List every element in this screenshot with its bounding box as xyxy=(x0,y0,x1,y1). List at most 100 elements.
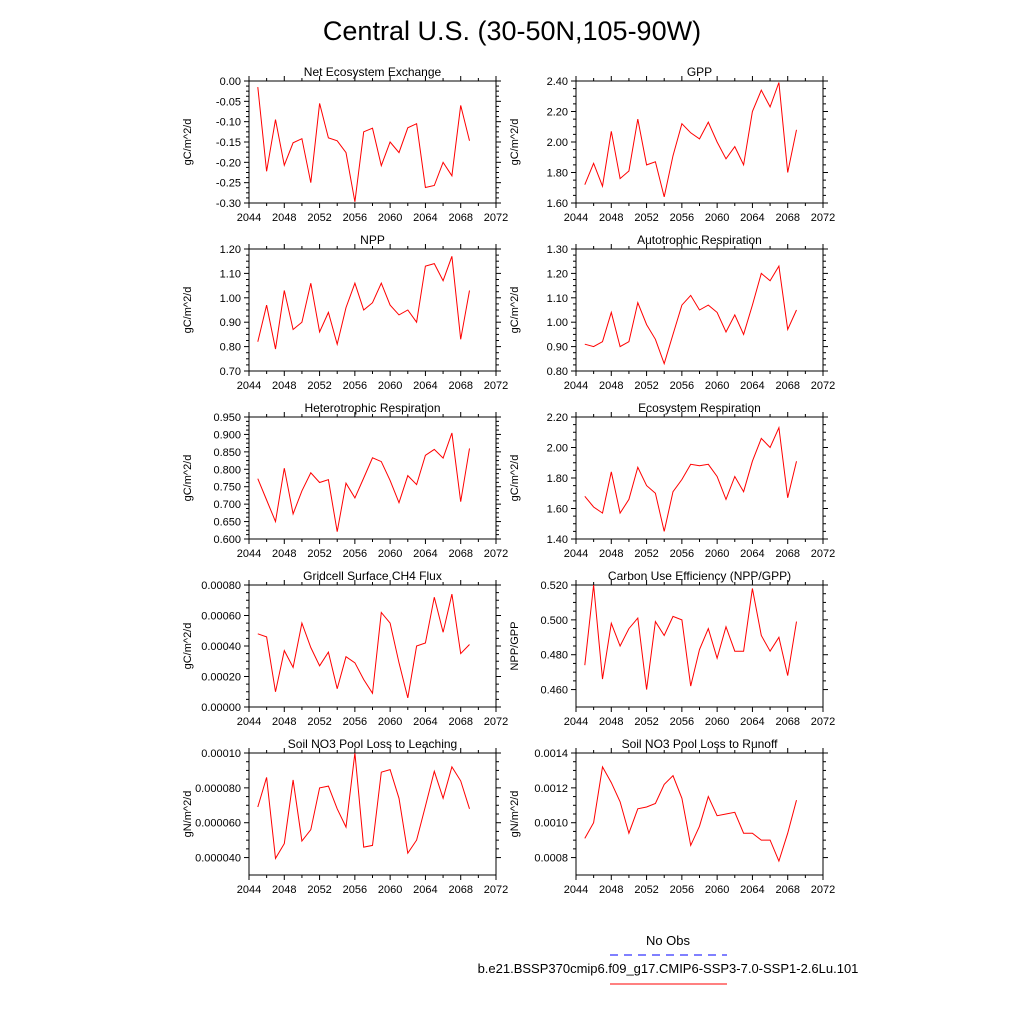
y-tick-label: 1.10 xyxy=(547,293,568,305)
chart-panel: Soil NO3 Pool Loss to Runoff 2044 2048 2052… xyxy=(509,737,835,896)
y-axis-label: gC/m^2/d xyxy=(509,455,521,502)
y-tick-label: 0.460 xyxy=(540,685,568,697)
legend: No Obs b.e21.BSSP370cmip6.f09_g17.CMIP6-… xyxy=(478,933,859,985)
x-tick-label: 2064 xyxy=(413,548,437,560)
x-tick-label: 2056 xyxy=(343,212,367,224)
x-tick-label: 2060 xyxy=(378,716,402,728)
y-tick-label: 2.00 xyxy=(547,443,568,455)
y-tick-label: 0.700 xyxy=(213,499,241,511)
plot-frame xyxy=(575,584,824,708)
y-tick-label: 1.10 xyxy=(220,268,241,280)
x-tick-label: 2048 xyxy=(272,380,296,392)
x-tick-label: 2064 xyxy=(413,212,437,224)
y-tick-label: 0.850 xyxy=(213,447,241,459)
x-tick-label: 2056 xyxy=(670,212,694,224)
y-tick-label: 0.00020 xyxy=(201,672,241,684)
y-tick-label: 1.80 xyxy=(547,473,568,485)
x-tick-label: 2048 xyxy=(272,716,296,728)
y-axis-label: gC/m^2/d xyxy=(509,119,521,166)
chart-panel: NPP 2044 2048 2052 2056 2060 2064 2068 2072 1.20 1… xyxy=(182,233,508,392)
y-tick-label: 2.20 xyxy=(547,107,568,119)
x-tick-label: 2048 xyxy=(272,548,296,560)
x-tick-label: 2068 xyxy=(448,716,472,728)
y-tick-label: -0.20 xyxy=(216,157,241,169)
y-tick-label: 1.00 xyxy=(547,317,568,329)
x-tick-label: 2072 xyxy=(811,212,835,224)
chart-panels: Net Ecosystem Exchange 2044 2048 2052 2056 20… xyxy=(182,65,835,896)
y-tick-label: 1.30 xyxy=(547,244,568,256)
y-tick-label: 0.00040 xyxy=(201,641,241,653)
x-tick-label: 2068 xyxy=(775,884,799,896)
x-tick-label: 2044 xyxy=(237,716,261,728)
y-tick-label: 0.800 xyxy=(213,464,241,476)
series-line xyxy=(584,584,797,690)
x-tick-label: 2068 xyxy=(448,884,472,896)
x-tick-label: 2064 xyxy=(740,884,764,896)
y-tick-label: 0.750 xyxy=(213,482,241,494)
y-tick-label: 1.60 xyxy=(547,504,568,516)
x-tick-label: 2056 xyxy=(670,884,694,896)
x-tick-label: 2044 xyxy=(237,380,261,392)
series-line xyxy=(257,593,470,699)
chart-panel: Autotrophic Respiration 2044 2048 2052 2056 2… xyxy=(509,233,835,392)
x-tick-label: 2048 xyxy=(599,212,623,224)
panel-title: Gridcell Surface CH4 Flux xyxy=(303,569,442,583)
panel-title: NPP xyxy=(360,233,385,247)
x-tick-label: 2048 xyxy=(272,884,296,896)
x-tick-label: 2048 xyxy=(599,716,623,728)
y-tick-label: 0.00000 xyxy=(201,702,241,714)
y-tick-label: 0.90 xyxy=(220,317,241,329)
chart-panel: Ecosystem Respiration 2044 2048 2052 2056 206… xyxy=(509,401,835,560)
y-axis-label: gN/m^2/d xyxy=(182,791,194,838)
y-tick-label: 1.00 xyxy=(220,293,241,305)
legend-label-run: b.e21.BSSP370cmip6.f09_g17.CMIP6-SSP3-7.… xyxy=(478,961,859,976)
x-tick-label: 2044 xyxy=(564,380,588,392)
y-tick-label: 0.900 xyxy=(213,429,241,441)
x-tick-label: 2072 xyxy=(484,380,508,392)
y-tick-label: -0.15 xyxy=(216,137,241,149)
y-tick-label: -0.30 xyxy=(216,198,241,210)
panel-title: Carbon Use Efficiency (NPP/GPP) xyxy=(608,569,791,583)
series-line xyxy=(584,82,797,198)
chart-panel: Heterotrophic Respiration 2044 2048 2052 205… xyxy=(182,401,508,560)
y-tick-label: 0.90 xyxy=(547,342,568,354)
x-tick-label: 2044 xyxy=(237,884,261,896)
y-tick-label: 0.00080 xyxy=(201,580,241,592)
x-tick-label: 2052 xyxy=(634,548,658,560)
y-tick-label: -0.25 xyxy=(216,178,241,190)
y-tick-label: 1.20 xyxy=(547,268,568,280)
y-tick-label: 0.00060 xyxy=(201,611,241,623)
y-tick-label: 0.0012 xyxy=(534,783,568,795)
x-tick-label: 2064 xyxy=(413,380,437,392)
y-tick-label: 0.70 xyxy=(220,366,241,378)
x-tick-label: 2056 xyxy=(670,716,694,728)
chart-panel: GPP 2044 2048 2052 2056 2060 2064 2068 2072 2.40 2… xyxy=(509,65,835,224)
series-line xyxy=(257,752,470,860)
series-line xyxy=(584,264,797,366)
x-tick-label: 2048 xyxy=(272,212,296,224)
y-tick-label: 1.20 xyxy=(220,244,241,256)
x-tick-label: 2056 xyxy=(343,380,367,392)
x-tick-label: 2044 xyxy=(564,716,588,728)
x-tick-label: 2060 xyxy=(378,212,402,224)
plot-frame xyxy=(248,80,497,204)
series-line xyxy=(584,425,797,532)
x-tick-label: 2068 xyxy=(775,716,799,728)
x-tick-label: 2072 xyxy=(811,380,835,392)
x-tick-label: 2044 xyxy=(237,212,261,224)
y-axis-label: gN/m^2/d xyxy=(509,791,521,838)
y-tick-label: 1.40 xyxy=(547,534,568,546)
series-line xyxy=(257,87,470,202)
x-tick-label: 2068 xyxy=(448,212,472,224)
y-tick-label: 1.60 xyxy=(547,198,568,210)
x-tick-label: 2060 xyxy=(705,884,729,896)
y-axis-label: gC/m^2/d xyxy=(182,623,194,670)
plot-frame xyxy=(248,248,497,372)
chart-panel: Carbon Use Efficiency (NPP/GPP) 2044 2048 2… xyxy=(509,569,835,728)
x-tick-label: 2068 xyxy=(448,380,472,392)
y-axis-label: gC/m^2/d xyxy=(182,455,194,502)
x-tick-label: 2056 xyxy=(670,548,694,560)
y-tick-label: 0.0014 xyxy=(534,748,568,760)
x-tick-label: 2072 xyxy=(484,884,508,896)
panel-title: Ecosystem Respiration xyxy=(638,401,761,415)
